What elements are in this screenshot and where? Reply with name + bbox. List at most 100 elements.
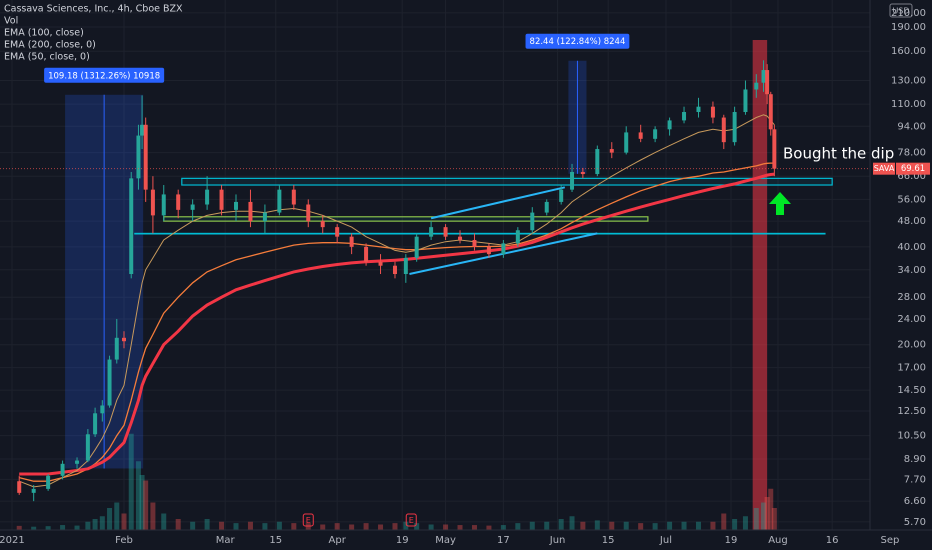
candle-body xyxy=(31,488,36,493)
candle-body xyxy=(114,337,119,360)
y-tick-label: 34.00 xyxy=(897,265,926,276)
candle-body xyxy=(129,178,134,275)
candle-body xyxy=(638,132,643,139)
level-zone xyxy=(181,177,833,186)
y-tick-label: 66.00 xyxy=(897,171,926,182)
candle-body xyxy=(17,481,22,493)
x-tick-label: Apr xyxy=(329,535,347,546)
candle-body xyxy=(624,132,629,153)
annotation: Bought the dip xyxy=(783,145,894,163)
volume-bar xyxy=(768,488,774,530)
volume-bar xyxy=(349,524,355,530)
volume-bar xyxy=(771,508,777,530)
volume-bar xyxy=(139,475,145,530)
candle-body xyxy=(595,149,600,175)
x-tick-label: 15 xyxy=(269,535,282,546)
volume-bar xyxy=(569,516,575,530)
volume-bar xyxy=(414,523,420,530)
y-tick-label: 94.00 xyxy=(897,121,926,132)
symbol-bg xyxy=(873,162,895,175)
candle-body xyxy=(122,337,127,342)
symbol-label: SAVA xyxy=(874,164,895,173)
candle-body xyxy=(378,261,383,266)
candle-body xyxy=(107,359,112,406)
currency-box xyxy=(889,3,913,18)
last-price-bg xyxy=(896,162,930,175)
candle-body xyxy=(46,475,51,489)
candle-body xyxy=(161,194,166,216)
earnings-marker xyxy=(405,513,417,527)
y-tick-label: 210.00 xyxy=(891,8,926,19)
candle-body xyxy=(248,201,253,222)
volume-bar xyxy=(471,525,477,530)
volume-bar xyxy=(262,523,268,530)
candle-body xyxy=(544,201,549,213)
volume-bar xyxy=(753,508,759,530)
legend-entry: EMA (50, close, 0) xyxy=(4,52,90,63)
candle-body xyxy=(530,212,535,231)
candle-body xyxy=(486,246,491,255)
trendline xyxy=(430,186,566,220)
volume-bar xyxy=(99,516,105,530)
volume-bar xyxy=(135,461,141,530)
candle-body xyxy=(150,189,155,216)
volume-bar xyxy=(204,519,210,530)
volume-bar xyxy=(732,519,738,530)
candle-body xyxy=(219,189,224,210)
y-tick-label: 8.90 xyxy=(904,454,926,465)
candle-body xyxy=(667,120,672,130)
candle-body xyxy=(234,201,239,210)
measure-label-bg xyxy=(525,33,630,49)
earnings-marker xyxy=(302,513,314,527)
volume-bar xyxy=(74,525,80,530)
y-tick-label: 14.50 xyxy=(897,385,926,396)
candle-body xyxy=(653,129,658,139)
candle-body xyxy=(559,189,564,202)
candle-body xyxy=(262,212,267,222)
y-tick-label: 17.00 xyxy=(897,363,926,374)
volume-bar xyxy=(681,521,687,530)
x-tick-label: 15 xyxy=(602,535,615,546)
volume-bar xyxy=(428,524,434,530)
x-tick-label: 19 xyxy=(396,535,409,546)
level-zone xyxy=(134,232,826,235)
volume-bar xyxy=(695,521,701,530)
x-tick-label: 2021 xyxy=(0,535,25,546)
candle-body xyxy=(743,89,748,113)
volume-bar xyxy=(334,523,340,530)
volume-bar xyxy=(305,523,311,530)
y-tick-label: 28.00 xyxy=(897,292,926,303)
highlight-band xyxy=(752,40,768,530)
volume-bar xyxy=(443,524,449,530)
candle-body xyxy=(306,204,311,222)
candle-body xyxy=(414,236,419,258)
y-tick-label: 40.00 xyxy=(897,242,926,253)
volume-bar xyxy=(85,521,91,530)
y-tick-label: 7.70 xyxy=(904,474,926,485)
volume-bar xyxy=(392,523,398,530)
candle-body xyxy=(570,171,575,190)
chart-title: Cassava Sciences, Inc., 4h, Cboe BZX xyxy=(4,4,183,15)
volume-bar xyxy=(761,502,767,530)
candle-body xyxy=(364,246,369,262)
measure-label: 82.44 (122.84%) 8244 xyxy=(530,37,626,47)
volume-bar xyxy=(320,524,326,530)
volume-bar xyxy=(233,523,239,530)
candle-body xyxy=(732,112,737,143)
volume-bar xyxy=(107,508,113,530)
candle-body xyxy=(403,257,408,275)
y-tick-label: 48.00 xyxy=(897,216,926,227)
volume-bar xyxy=(378,524,384,530)
x-tick-label: 19 xyxy=(725,535,738,546)
earnings-label: E xyxy=(306,516,311,525)
measure-label-bg xyxy=(44,67,165,83)
volume-bar xyxy=(276,521,282,530)
x-tick-label: 17 xyxy=(497,535,510,546)
candle-body xyxy=(515,230,520,244)
x-tick-label: Sep xyxy=(881,535,900,546)
earnings-label: E xyxy=(409,516,414,525)
candle-body xyxy=(721,117,726,143)
candle-body xyxy=(205,189,210,205)
y-tick-label: 12.50 xyxy=(897,406,926,417)
